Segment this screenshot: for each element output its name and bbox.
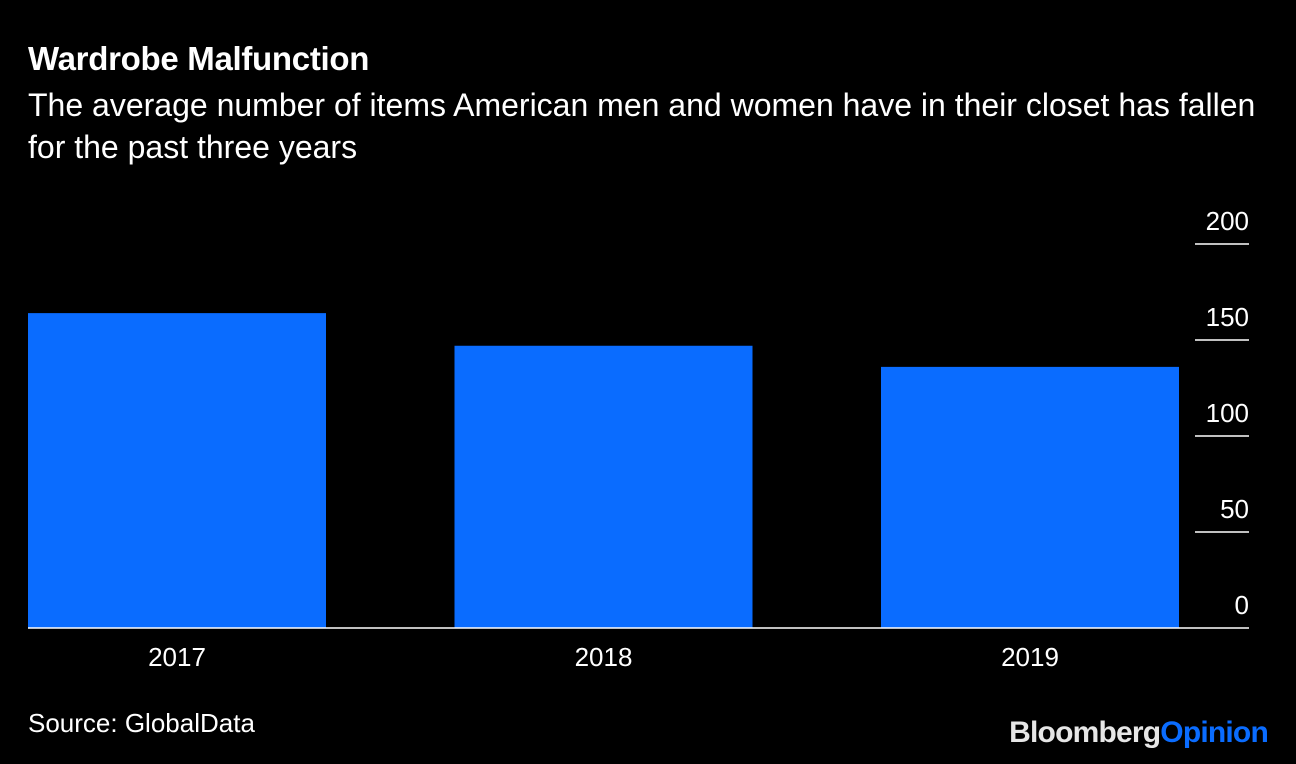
y-tick-label: 50 [1220, 494, 1249, 524]
brand-logo: BloombergOpinion [1009, 716, 1269, 750]
x-tick-label: 2018 [575, 642, 633, 672]
chart-subtitle: The average number of items American men… [28, 87, 1256, 165]
bars [28, 313, 1179, 628]
y-tick-label: 150 [1206, 302, 1249, 332]
x-axis: 2017 2018 2019 [28, 627, 1249, 672]
y-tick-label: 0 [1235, 590, 1249, 620]
y-tick-label: 200 [1206, 206, 1249, 236]
y-axis: 0 50 100 150 200 [1195, 206, 1249, 620]
brand-section: Opinion [1160, 716, 1269, 749]
bar-2019 [881, 366, 1179, 628]
bar-2017 [28, 313, 326, 628]
chart-title: Wardrobe Malfunction [28, 40, 370, 77]
y-tick-label: 100 [1206, 398, 1249, 428]
brand-name: Bloomberg [1009, 716, 1161, 749]
source-note: Source: GlobalData [28, 708, 255, 738]
x-tick-label: 2019 [1001, 642, 1059, 672]
bar-2018 [454, 345, 753, 628]
x-tick-label: 2017 [148, 642, 206, 672]
